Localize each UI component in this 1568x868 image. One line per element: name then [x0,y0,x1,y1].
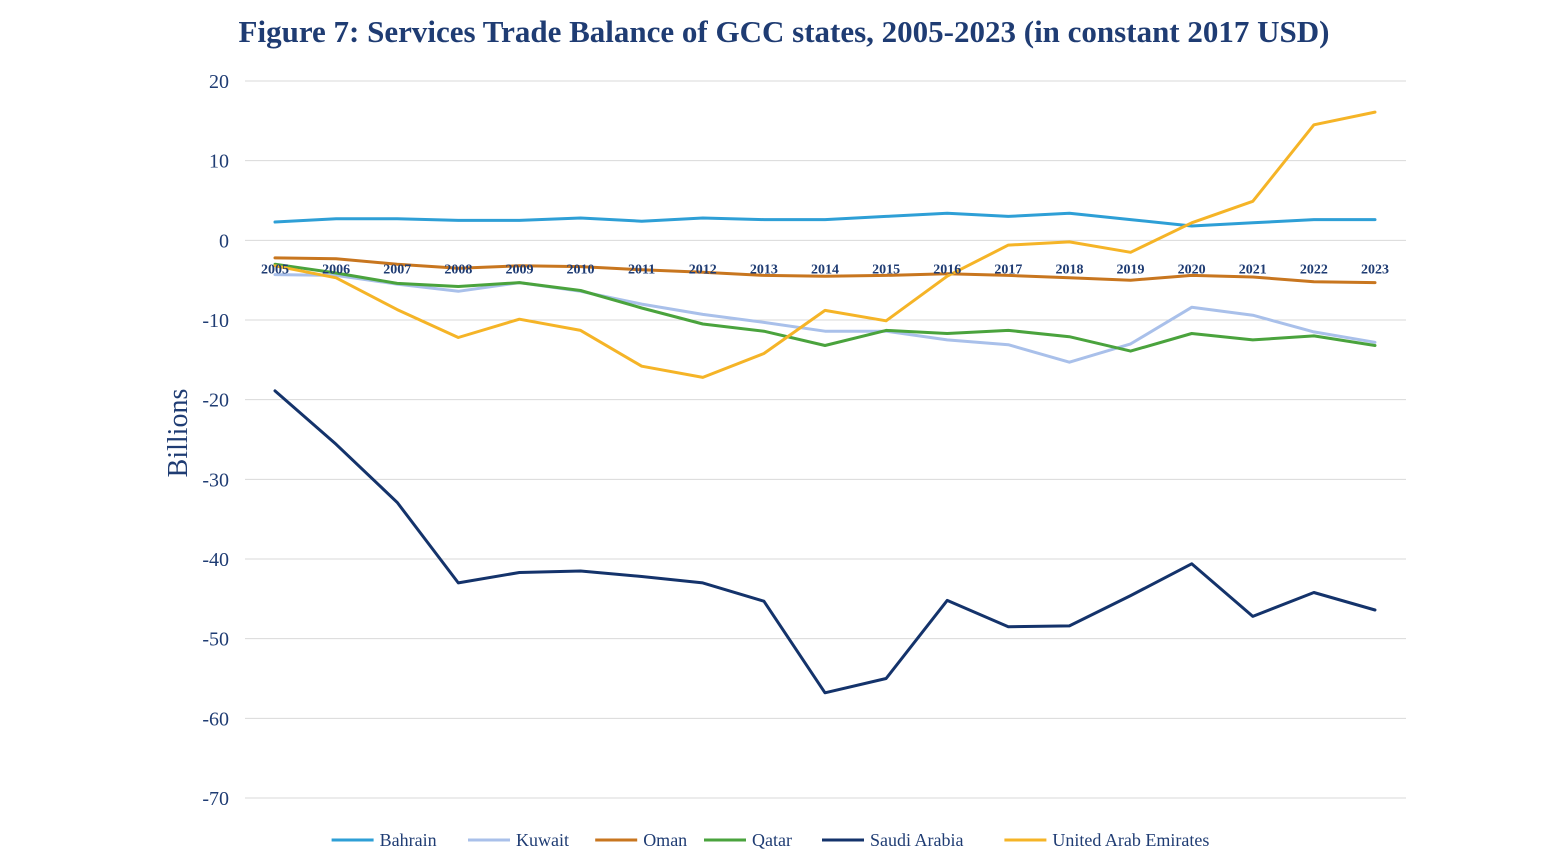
x-tick-label: 2007 [383,262,411,277]
x-tick-label: 2023 [1361,262,1389,277]
y-axis-label: Billions [163,389,194,478]
y-tick-label: -50 [202,629,229,651]
y-tick-label: 20 [209,71,229,93]
legend-item: Kuwait [468,830,569,850]
legend-label: Oman [643,830,687,850]
legend-label: United Arab Emirates [1052,830,1209,850]
series-lines [273,110,1377,695]
y-tick-label: -60 [202,708,229,730]
legend-item: United Arab Emirates [1004,830,1209,850]
y-tick-label: 10 [209,151,229,173]
x-tick-label: 2018 [1055,262,1083,277]
chart-title: Figure 7: Services Trade Balance of GCC … [238,14,1330,49]
series-line-qatar [273,262,1377,353]
legend-item: Qatar [704,830,792,850]
x-tick-label: 2020 [1178,262,1206,277]
x-tick-label: 2013 [750,262,778,277]
series-line-oman [273,256,1377,285]
legend-item: Bahrain [331,830,437,850]
x-tick-label: 2005 [261,262,289,277]
y-tick-label: -10 [202,310,229,332]
x-axis-ticks: 2005 2006 2007 2008 2009 2010 2011 2012 2013 2014… [261,262,1389,277]
y-tick-label: 0 [219,230,229,252]
x-tick-label: 2012 [689,262,717,277]
series-line-saudi-arabia [273,389,1377,695]
series-line-bahrain [273,211,1377,228]
x-tick-label: 2010 [567,262,595,277]
x-tick-label: 2019 [1117,262,1145,277]
y-tick-label: -70 [202,788,229,810]
x-tick-label: 2017 [994,262,1022,277]
legend-item: Oman [595,830,687,850]
x-tick-label: 2021 [1239,262,1267,277]
x-tick-label: 2015 [872,262,900,277]
y-axis-ticks: 20 10 0 -10 -20 -30 -40 -50 -60 -70 [202,71,229,810]
x-tick-label: 2011 [628,262,655,277]
y-tick-label: -20 [202,390,229,412]
x-tick-label: 2006 [322,262,350,277]
x-tick-label: 2014 [811,262,839,277]
legend-label: Bahrain [380,830,437,850]
x-tick-label: 2009 [505,262,533,277]
legend-label: Qatar [752,830,792,850]
series-line-kuwait [273,273,1377,364]
y-tick-label: -40 [202,549,229,571]
legend: Bahrain Kuwait Oman Qatar Saudi Arabia United… [331,830,1209,850]
legend-label: Kuwait [516,830,569,850]
x-tick-label: 2016 [933,262,961,277]
series-line-united-arab-emirates [273,110,1377,379]
legend-item: Saudi Arabia [822,830,963,850]
gridlines [245,80,1406,799]
x-tick-label: 2022 [1300,262,1328,277]
x-tick-label: 2008 [444,262,472,277]
y-tick-label: -30 [202,469,229,491]
legend-label: Saudi Arabia [870,830,963,850]
